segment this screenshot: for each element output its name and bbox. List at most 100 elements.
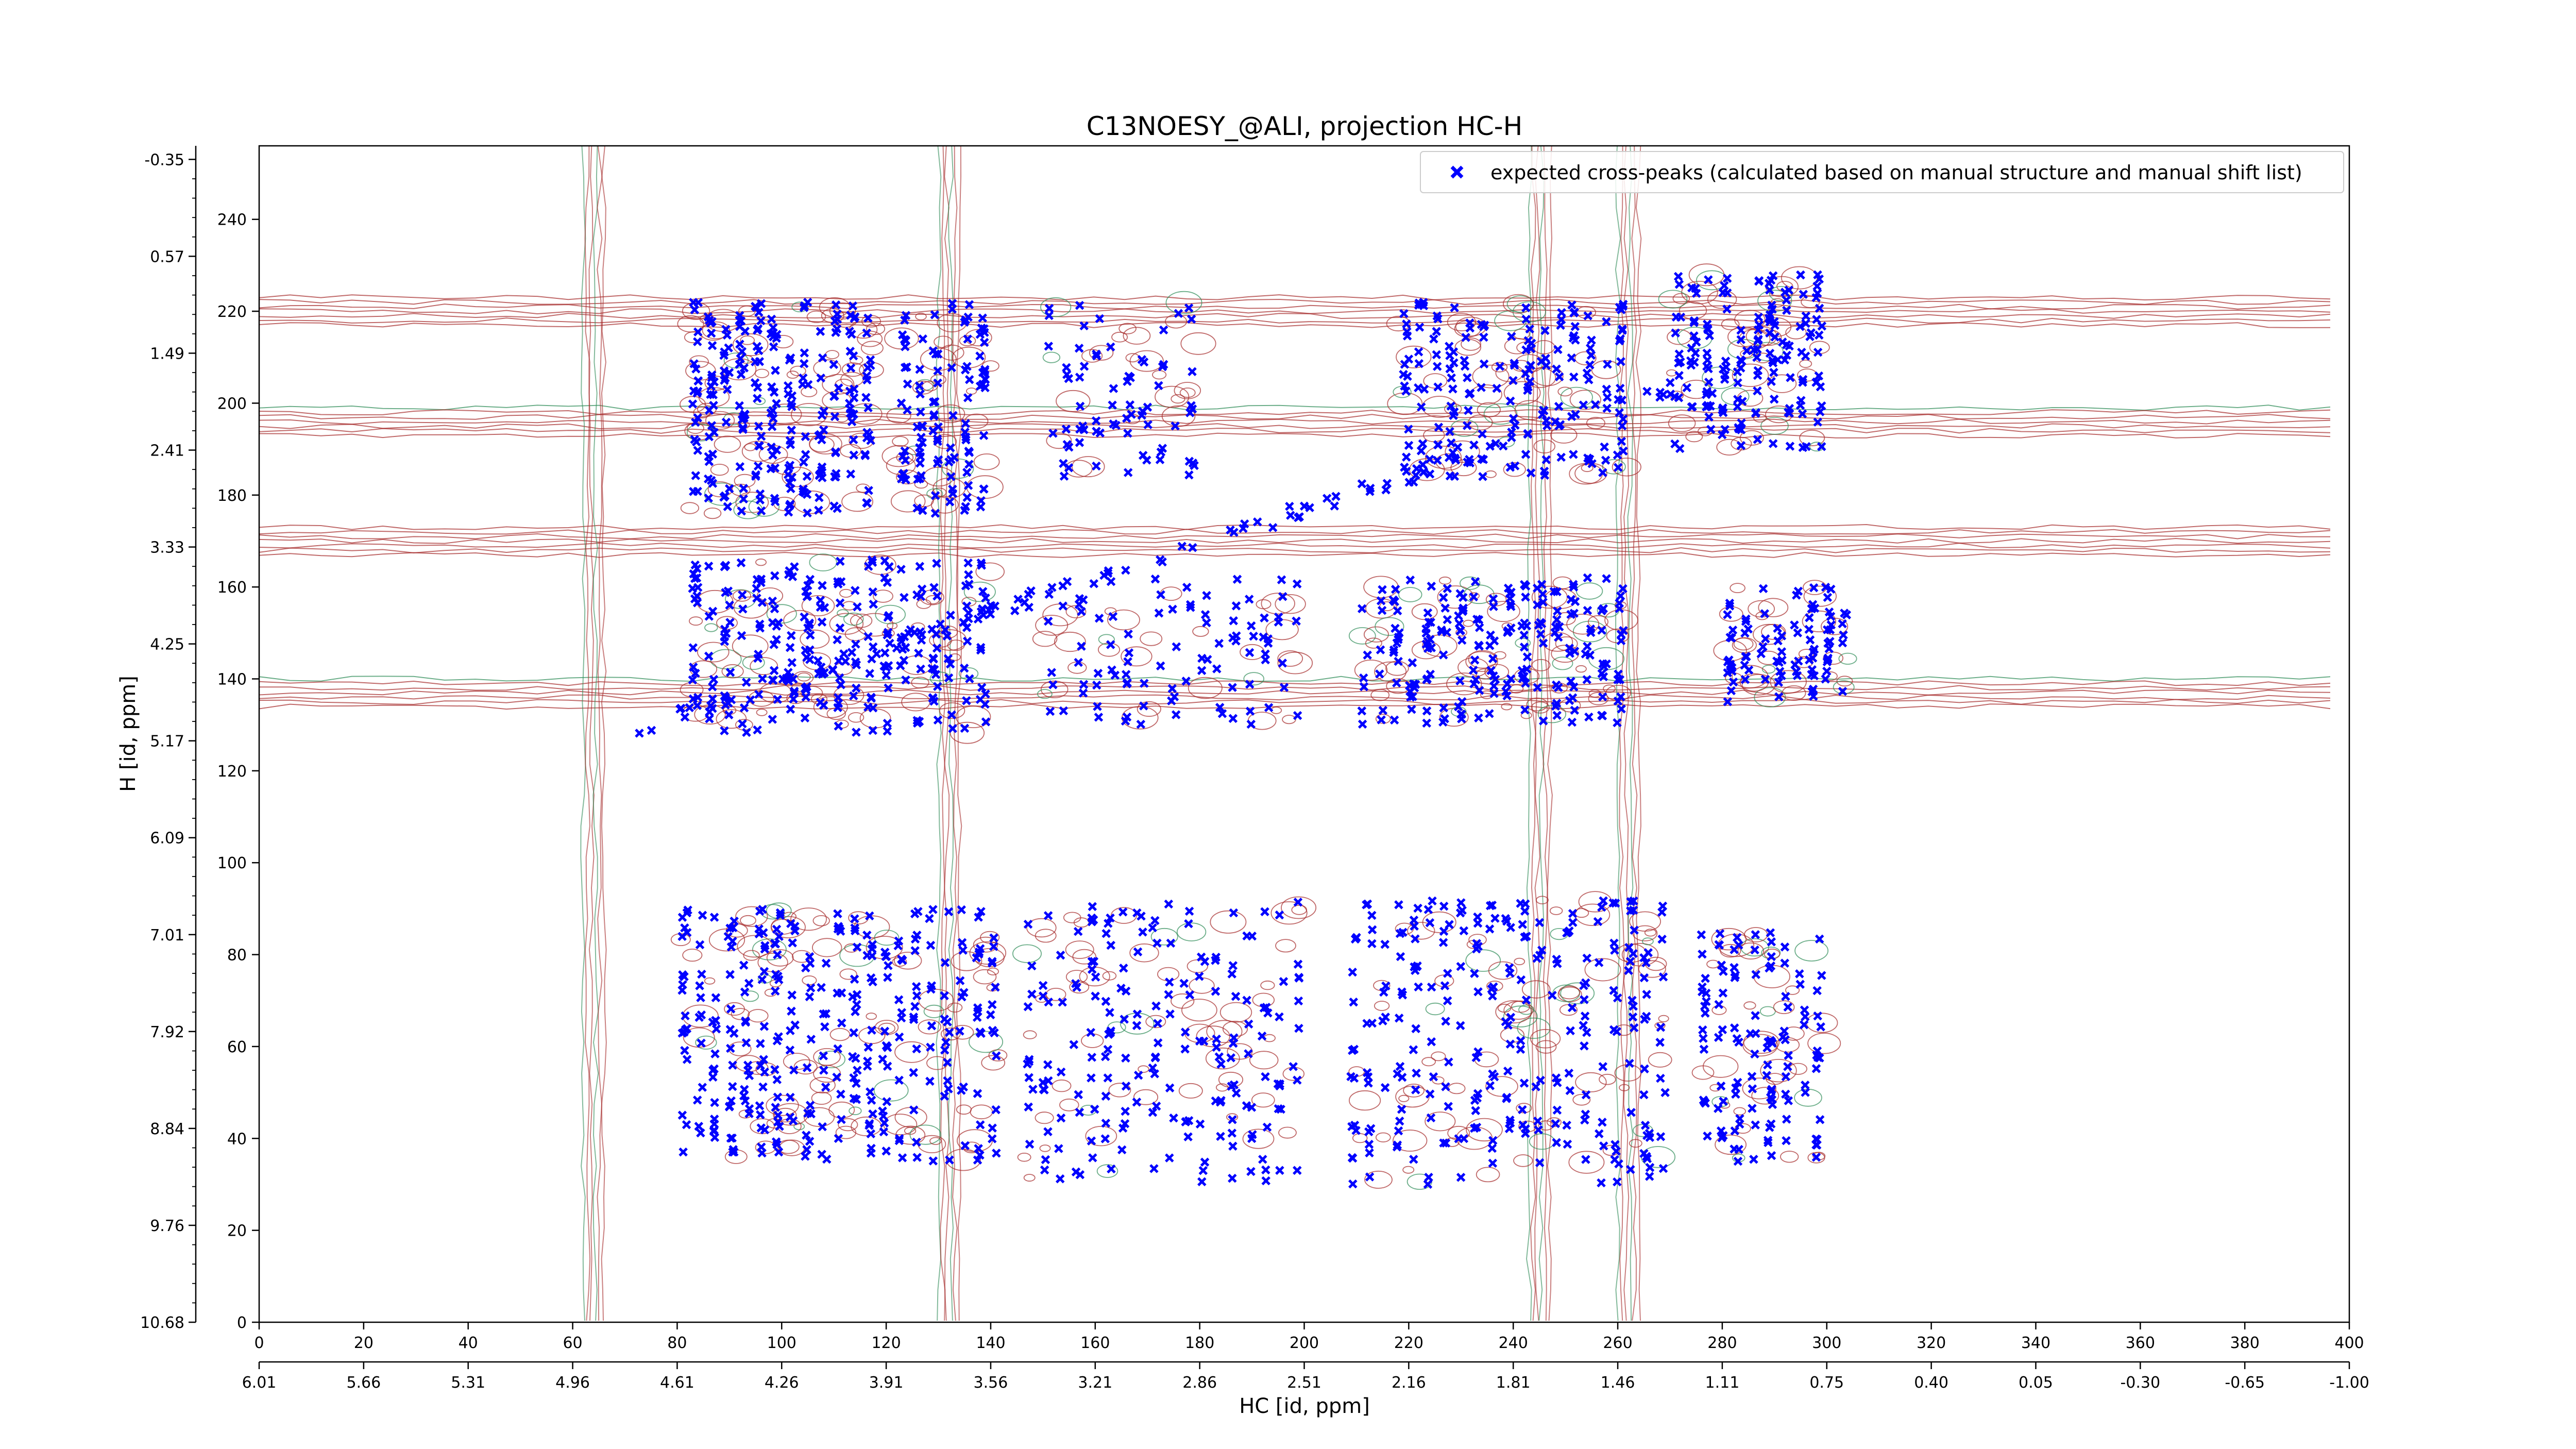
- cross-peak-marker: [1285, 501, 1294, 511]
- cross-peak-marker: [883, 973, 892, 982]
- cross-peak-marker: [1601, 456, 1611, 465]
- contour-peak: [1549, 906, 1563, 915]
- cross-peak-marker: [1706, 425, 1716, 434]
- cross-peak-marker: [754, 422, 764, 431]
- cross-peak-marker: [1598, 711, 1607, 720]
- contour-peak: [1365, 637, 1382, 649]
- cross-peak-marker: [1613, 993, 1622, 1003]
- y-tick-label: 220: [217, 303, 247, 321]
- cross-peak-marker: [961, 502, 970, 511]
- cross-peak-marker: [680, 923, 689, 933]
- cross-peak-marker: [1795, 400, 1805, 410]
- contour-band-v: [1615, 145, 1621, 1321]
- cross-peak-marker: [1470, 969, 1479, 978]
- cross-peak-marker: [706, 381, 716, 391]
- contour-band-h: [259, 405, 2331, 411]
- cross-peak-marker: [1103, 1073, 1113, 1083]
- x-axis-ppm: 6.01 5.66 5.31 4.96 4.61 4.26 3.91 3.56 3.21 2.86…: [242, 1361, 2369, 1392]
- contour-band-v: [940, 145, 946, 1321]
- cross-peak-marker: [1741, 652, 1750, 661]
- cross-peak-marker: [1429, 1072, 1438, 1082]
- cross-peak-marker: [927, 664, 937, 673]
- contour-band-h: [259, 298, 2331, 305]
- contour-peak: [1743, 1001, 1756, 1010]
- cross-peak-marker: [735, 340, 744, 349]
- contour-peak: [1045, 988, 1066, 1001]
- contour-band-h: [259, 547, 2331, 553]
- contour-band-h: [259, 542, 2331, 549]
- cross-peak-marker: [1023, 1059, 1032, 1069]
- cross-peak-marker: [1639, 1090, 1649, 1100]
- cross-peak-marker: [1158, 362, 1167, 372]
- cross-peak-marker: [1823, 655, 1833, 665]
- cross-peak-marker: [1812, 281, 1822, 291]
- cross-peak-marker: [1229, 1033, 1239, 1042]
- contour-peak: [1291, 904, 1308, 915]
- contour-peak: [1370, 689, 1390, 701]
- cross-peak-marker: [1767, 937, 1776, 947]
- cross-peak-marker: [755, 1101, 765, 1110]
- cross-peak-marker: [911, 982, 921, 991]
- y-tick-label: 180: [217, 487, 247, 505]
- cross-peak-marker: [1790, 620, 1799, 630]
- cross-peak-marker: [1232, 575, 1242, 584]
- cross-peak-marker: [767, 442, 776, 452]
- cross-peak-marker: [1264, 703, 1274, 712]
- cross-peak-marker: [707, 421, 717, 430]
- cross-peak-marker: [800, 684, 810, 693]
- cross-peak-marker: [928, 653, 938, 663]
- cross-peak-marker: [1187, 314, 1196, 324]
- cross-peak-marker: [1246, 621, 1256, 631]
- cross-peak-marker: [1132, 1098, 1142, 1107]
- cross-peak-marker: [1402, 466, 1411, 476]
- cross-peak-marker: [1165, 1083, 1175, 1093]
- contour-peak: [930, 496, 959, 514]
- cross-peak-marker: [1471, 675, 1481, 684]
- cross-peak-marker: [1132, 1021, 1142, 1030]
- cross-peak-marker: [1010, 606, 1020, 615]
- cross-peak-marker: [1164, 899, 1174, 909]
- cross-peak-marker: [845, 346, 855, 356]
- cross-peak-marker: [710, 1098, 719, 1107]
- cross-peak-marker: [1470, 1123, 1479, 1133]
- contour-peak: [1379, 601, 1395, 612]
- cross-peak-marker: [910, 946, 920, 955]
- cross-peak-marker: [1488, 654, 1498, 663]
- cross-peak-marker: [1079, 321, 1089, 331]
- cross-peak-marker: [1212, 664, 1222, 673]
- cross-peak-marker: [1123, 429, 1132, 438]
- cross-peak-marker: [882, 1041, 891, 1051]
- cross-peak-marker: [1533, 1116, 1543, 1126]
- cross-peak-marker: [805, 1101, 815, 1110]
- contour-peak: [1155, 385, 1190, 408]
- cross-peak-marker: [929, 411, 939, 421]
- contour-peak: [840, 444, 862, 458]
- cross-peak-marker: [1376, 645, 1385, 654]
- cross-peak-marker: [786, 1026, 795, 1035]
- cross-peak-marker: [836, 1089, 845, 1099]
- cross-peak-marker: [1723, 610, 1732, 619]
- contour-peak: [1425, 1111, 1456, 1132]
- cross-peak-marker: [1570, 322, 1580, 331]
- contour-peak: [705, 411, 735, 430]
- cross-peak-marker: [962, 493, 972, 502]
- cross-peak-marker: [739, 961, 749, 970]
- cross-peak-marker: [1704, 377, 1714, 387]
- cross-peak-marker: [906, 625, 916, 634]
- cross-peak-marker: [753, 461, 763, 471]
- cross-peak-marker: [1427, 982, 1436, 992]
- contour-peak: [835, 1125, 857, 1139]
- cross-peak-marker: [758, 674, 767, 683]
- contour-peak: [848, 712, 865, 723]
- cross-peak-marker: [724, 484, 734, 494]
- cross-peak-marker: [1581, 1090, 1591, 1100]
- cross-peak-marker: [1044, 997, 1053, 1007]
- cross-peak-marker: [1487, 1143, 1497, 1153]
- contour-peak: [866, 1013, 877, 1020]
- cross-peak-marker: [980, 366, 990, 376]
- contour-peak: [1402, 1166, 1415, 1174]
- cross-peak-marker: [1100, 1134, 1110, 1143]
- cross-peak-marker: [767, 422, 777, 431]
- cross-peak-marker: [1444, 1057, 1453, 1067]
- contour-peak: [1715, 1134, 1747, 1155]
